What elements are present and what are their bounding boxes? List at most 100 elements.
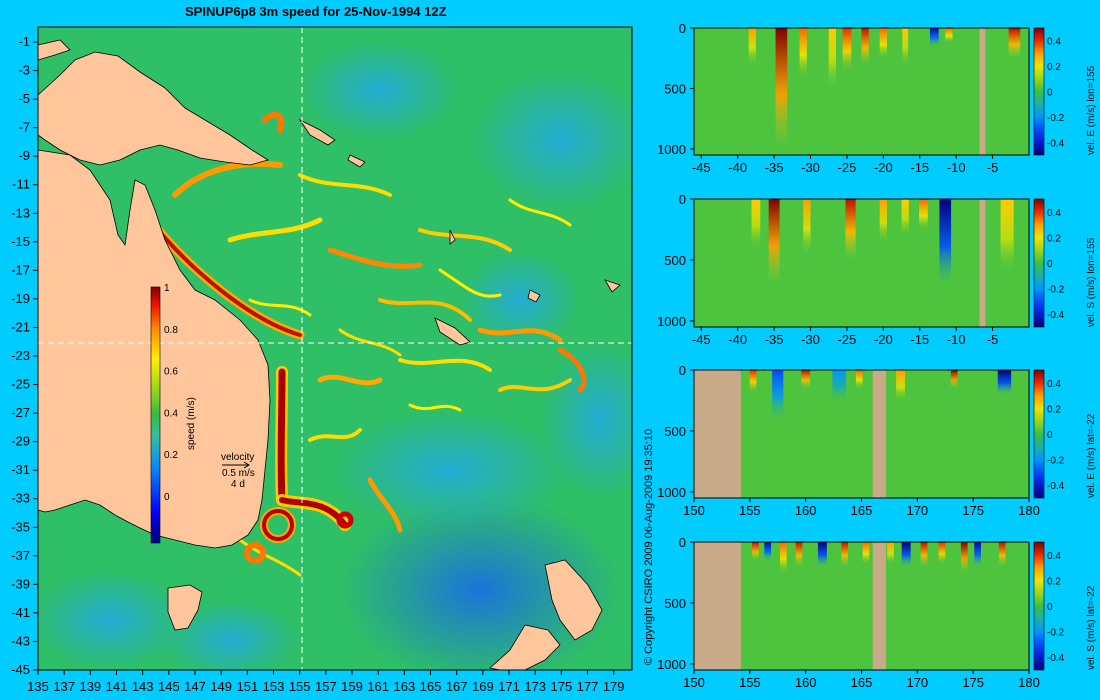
section-x-tick: 155 — [739, 503, 761, 518]
section-x-tick: -25 — [838, 160, 857, 175]
section-colorbar-label: vel. S (m/s) lat=-22 — [1086, 585, 1097, 670]
lat-tick-label: -23 — [11, 348, 30, 363]
section-x-tick: 165 — [851, 503, 873, 518]
section-feature — [795, 542, 803, 567]
section-colorbar-label: vel. E (m/s) lon=155 — [1086, 65, 1097, 155]
section-land — [872, 370, 887, 498]
new-caledonia-landmass — [434, 317, 471, 346]
section-land — [694, 370, 741, 498]
section-feature — [862, 542, 870, 564]
speed-colorbar-tick: 0.6 — [164, 367, 178, 378]
section-feature — [920, 542, 928, 567]
section-feature — [764, 542, 772, 561]
section-feature — [974, 542, 981, 567]
new-zealand-north-landmass — [544, 559, 603, 641]
lon-tick-label: 169 — [472, 679, 494, 694]
section-x-tick: 170 — [906, 503, 928, 518]
section-x-tick: -45 — [692, 160, 711, 175]
section-feature — [779, 542, 787, 573]
section-y-tick: 0 — [679, 363, 686, 378]
lon-tick-label: 159 — [341, 679, 363, 694]
section-feature — [751, 199, 761, 248]
section-feature — [768, 199, 780, 285]
section-colorbar-tick: 0.2 — [1047, 62, 1061, 73]
section-feature — [841, 542, 849, 567]
lon-tick-label: 179 — [603, 679, 625, 694]
section-feature — [997, 370, 1012, 395]
section-feature — [855, 370, 863, 389]
section-y-tick: 0 — [679, 21, 686, 36]
section-panel-vel-e-lon155: -45 -40 -35 -30 -25 -20 -15 -10 -5 0 500 1000 0.4 0.2… — [657, 21, 1097, 175]
section-colorbar — [1033, 541, 1045, 671]
lat-tick-label: -37 — [11, 548, 30, 563]
section-feature — [775, 28, 788, 149]
section-feature — [817, 542, 827, 567]
section-colorbar-tick: -0.4 — [1047, 310, 1065, 321]
section-feature — [845, 199, 856, 260]
section-feature — [902, 28, 909, 65]
section-feature — [1000, 199, 1014, 273]
lat-tick-label: -45 — [11, 662, 30, 677]
section-y-tick: 1000 — [657, 314, 686, 329]
lon-tick-label: 173 — [524, 679, 546, 694]
lat-tick-label: -25 — [11, 377, 30, 392]
speed-colorbar: 1 0.8 0.6 0.4 0.2 0 speed (m/s) — [150, 283, 197, 544]
speed-colorbar-tick: 1 — [164, 283, 170, 294]
map-lat-axis: -1 -3 -5 -7 -9 -11 -13 -15 -17 -19 -21 -23 -25 -27 -29… — [11, 34, 38, 677]
section-colorbar-tick: 0.2 — [1047, 404, 1061, 415]
lon-tick-label: 137 — [53, 679, 75, 694]
lon-tick-label: 167 — [446, 679, 468, 694]
section-colorbar-tick: 0.4 — [1047, 208, 1061, 219]
section-feature — [887, 542, 894, 564]
lat-tick-label: -39 — [11, 576, 30, 591]
section-x-tick: 175 — [962, 503, 984, 518]
velocity-legend-title: velocity — [221, 452, 254, 463]
section-feature — [748, 28, 756, 65]
solomon-landmass — [298, 118, 336, 146]
section-feature — [896, 370, 906, 401]
section-x-tick: 165 — [851, 675, 873, 690]
section-feature — [929, 28, 939, 47]
new-zealand-south-landmass — [489, 624, 561, 670]
current-streaks — [145, 111, 587, 577]
section-feature — [749, 370, 757, 392]
section-x-tick: 150 — [683, 675, 705, 690]
lat-tick-label: -21 — [11, 319, 30, 334]
section-colorbar-tick: 0.2 — [1047, 576, 1061, 587]
lat-tick-label: -41 — [11, 605, 30, 620]
section-x-tick: -30 — [801, 160, 820, 175]
lon-tick-label: 147 — [184, 679, 206, 694]
section-feature — [752, 542, 759, 561]
section-x-tick: -5 — [987, 332, 999, 347]
section-x-tick: -10 — [947, 332, 966, 347]
section-colorbar-tick: 0.4 — [1047, 379, 1061, 390]
section-y-tick: 500 — [664, 253, 686, 268]
section-colorbar-tick: 0.2 — [1047, 233, 1061, 244]
section-feature — [879, 199, 887, 242]
lon-tick-label: 165 — [420, 679, 442, 694]
section-x-tick: -30 — [801, 332, 820, 347]
lon-tick-label: 171 — [498, 679, 520, 694]
section-feature — [832, 370, 846, 401]
lat-tick-label: -15 — [11, 234, 30, 249]
section-colorbar-tick: 0.4 — [1047, 37, 1061, 48]
section-x-tick: -5 — [987, 160, 999, 175]
section-x-tick: -45 — [692, 332, 711, 347]
section-colorbar — [1033, 27, 1045, 156]
section-colorbar-tick: -0.2 — [1047, 285, 1065, 296]
figure-title: SPINUP6p8 3m speed for 25-Nov-1994 12Z — [185, 4, 447, 19]
lon-tick-label: 157 — [315, 679, 337, 694]
section-x-tick: -10 — [947, 160, 966, 175]
section-colorbar-tick: -0.4 — [1047, 653, 1065, 664]
section-land — [979, 28, 986, 155]
lon-tick-label: 145 — [158, 679, 180, 694]
section-x-tick: 155 — [739, 675, 761, 690]
map-lon-axis: 135 137 139 141 143 145 147 149 151 153 155 157 159 1… — [27, 670, 625, 694]
section-x-tick: 160 — [795, 503, 817, 518]
lat-tick-label: -3 — [18, 63, 30, 78]
section-colorbar-tick: 0 — [1047, 602, 1053, 613]
section-feature — [879, 28, 887, 59]
lat-tick-label: -13 — [11, 205, 30, 220]
section-x-tick: -20 — [874, 160, 893, 175]
velocity-legend-days: 4 d — [231, 479, 245, 490]
